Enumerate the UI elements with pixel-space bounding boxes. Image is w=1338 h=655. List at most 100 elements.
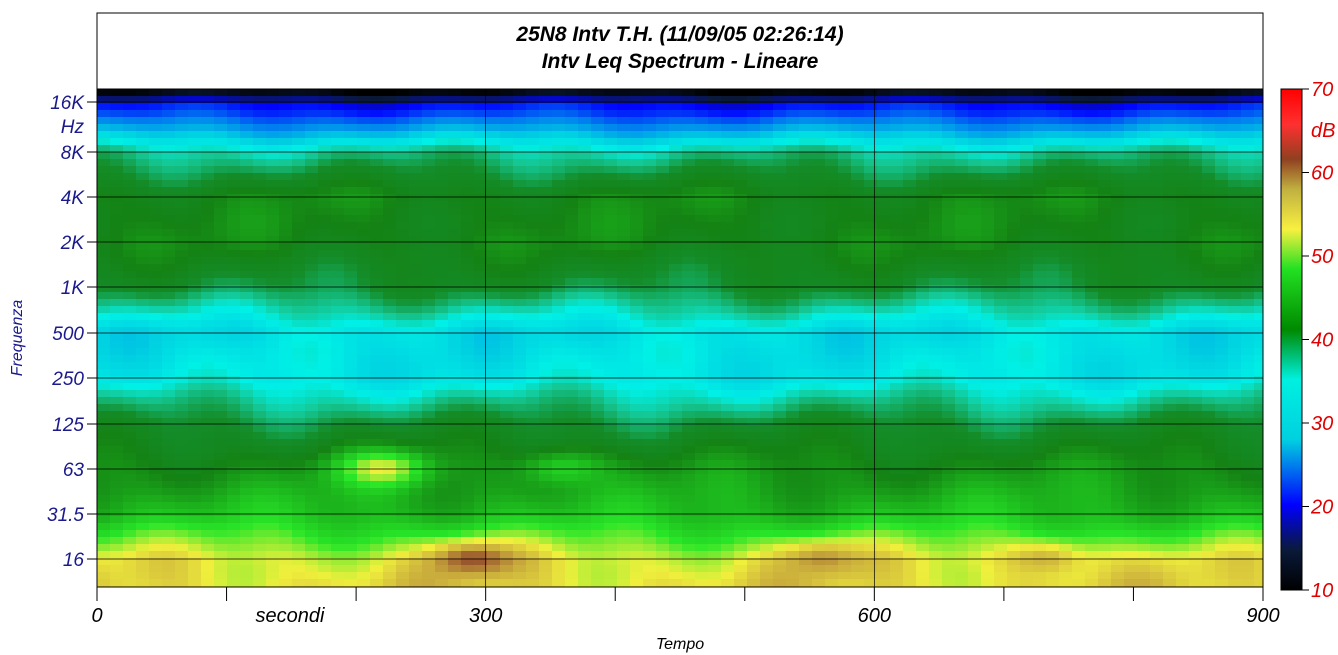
heatmap-cell (227, 355, 241, 363)
heatmap-cell (760, 390, 774, 398)
heatmap-cell (708, 180, 722, 188)
heatmap-cell (1007, 208, 1021, 216)
heatmap-cell (188, 376, 202, 384)
heatmap-cell (604, 418, 618, 426)
heatmap-cell (1007, 285, 1021, 293)
heatmap-cell (578, 250, 592, 258)
heatmap-cell (825, 334, 839, 342)
heatmap-cell (474, 425, 488, 433)
heatmap-cell (916, 306, 930, 314)
heatmap-cell (435, 236, 449, 244)
heatmap-cell (110, 320, 124, 328)
heatmap-cell (396, 229, 410, 237)
heatmap-cell (903, 138, 917, 146)
heatmap-cell (409, 334, 423, 342)
heatmap-cell (1046, 103, 1060, 111)
heatmap-cell (851, 103, 865, 111)
heatmap-cell (448, 460, 462, 468)
heatmap-cell (617, 425, 631, 433)
heatmap-cell (981, 460, 995, 468)
heatmap-cell (500, 215, 514, 223)
heatmap-cell (630, 131, 644, 139)
heatmap-cell (968, 173, 982, 181)
heatmap-cell (227, 201, 241, 209)
heatmap-cell (279, 460, 293, 468)
heatmap-cell (331, 327, 345, 335)
heatmap-cell (968, 152, 982, 160)
heatmap-cell (747, 355, 761, 363)
heatmap-cell (136, 96, 150, 104)
heatmap-cell (864, 145, 878, 153)
heatmap-cell (279, 215, 293, 223)
heatmap-cell (448, 369, 462, 377)
heatmap-cell (981, 117, 995, 125)
heatmap-cell (409, 208, 423, 216)
heatmap-cell (1033, 383, 1047, 391)
heatmap-cell (474, 341, 488, 349)
heatmap-cell (981, 432, 995, 440)
heatmap-cell (799, 383, 813, 391)
heatmap-cell (1163, 383, 1177, 391)
heatmap-cell (734, 334, 748, 342)
heatmap-cell (344, 439, 358, 447)
heatmap-cell (916, 166, 930, 174)
heatmap-cell (747, 299, 761, 307)
heatmap-cell (994, 425, 1008, 433)
heatmap-cell (1059, 334, 1073, 342)
heatmap-cell (760, 292, 774, 300)
heatmap-cell (591, 285, 605, 293)
heatmap-cell (565, 474, 579, 482)
heatmap-cell (903, 145, 917, 153)
heatmap-cell (435, 152, 449, 160)
heatmap-cell (1007, 257, 1021, 265)
heatmap-cell (1137, 383, 1151, 391)
heatmap-cell (1111, 89, 1125, 97)
heatmap-cell (695, 271, 709, 279)
heatmap-cell (1098, 355, 1112, 363)
heatmap-cell (409, 418, 423, 426)
heatmap-cell (1176, 334, 1190, 342)
heatmap-cell (630, 292, 644, 300)
heatmap-cell (1176, 390, 1190, 398)
heatmap-cell (825, 243, 839, 251)
heatmap-cell (1163, 418, 1177, 426)
heatmap-cell (1241, 110, 1255, 118)
heatmap-cell (734, 194, 748, 202)
heatmap-cell (1111, 292, 1125, 300)
heatmap-cell (305, 390, 319, 398)
heatmap-cell (110, 131, 124, 139)
heatmap-cell (214, 327, 228, 335)
heatmap-cell (383, 257, 397, 265)
heatmap-cell (1228, 453, 1242, 461)
heatmap-cell (461, 292, 475, 300)
heatmap-cell (539, 467, 553, 475)
heatmap-cell (942, 257, 956, 265)
heatmap-cell (357, 453, 371, 461)
heatmap-cell (253, 355, 267, 363)
heatmap-cell (149, 243, 163, 251)
heatmap-cell (253, 397, 267, 405)
heatmap-cell (799, 215, 813, 223)
heatmap-cell (981, 243, 995, 251)
heatmap-cell (539, 355, 553, 363)
heatmap-cell (812, 285, 826, 293)
heatmap-cell (539, 138, 553, 146)
heatmap-cell (1124, 152, 1138, 160)
heatmap-cell (1085, 327, 1099, 335)
heatmap-cell (1189, 103, 1203, 111)
heatmap-cell (136, 117, 150, 125)
heatmap-cell (1111, 131, 1125, 139)
heatmap-cell (162, 397, 176, 405)
heatmap-cell (344, 334, 358, 342)
heatmap-cell (188, 411, 202, 419)
heatmap-cell (1033, 453, 1047, 461)
heatmap-cell (539, 166, 553, 174)
heatmap-cell (422, 355, 436, 363)
heatmap-cell (1228, 467, 1242, 475)
heatmap-cell (1124, 453, 1138, 461)
heatmap-cell (1137, 152, 1151, 160)
heatmap-cell (890, 222, 904, 230)
heatmap-cell (942, 159, 956, 167)
heatmap-cell (1072, 355, 1086, 363)
heatmap-cell (422, 236, 436, 244)
